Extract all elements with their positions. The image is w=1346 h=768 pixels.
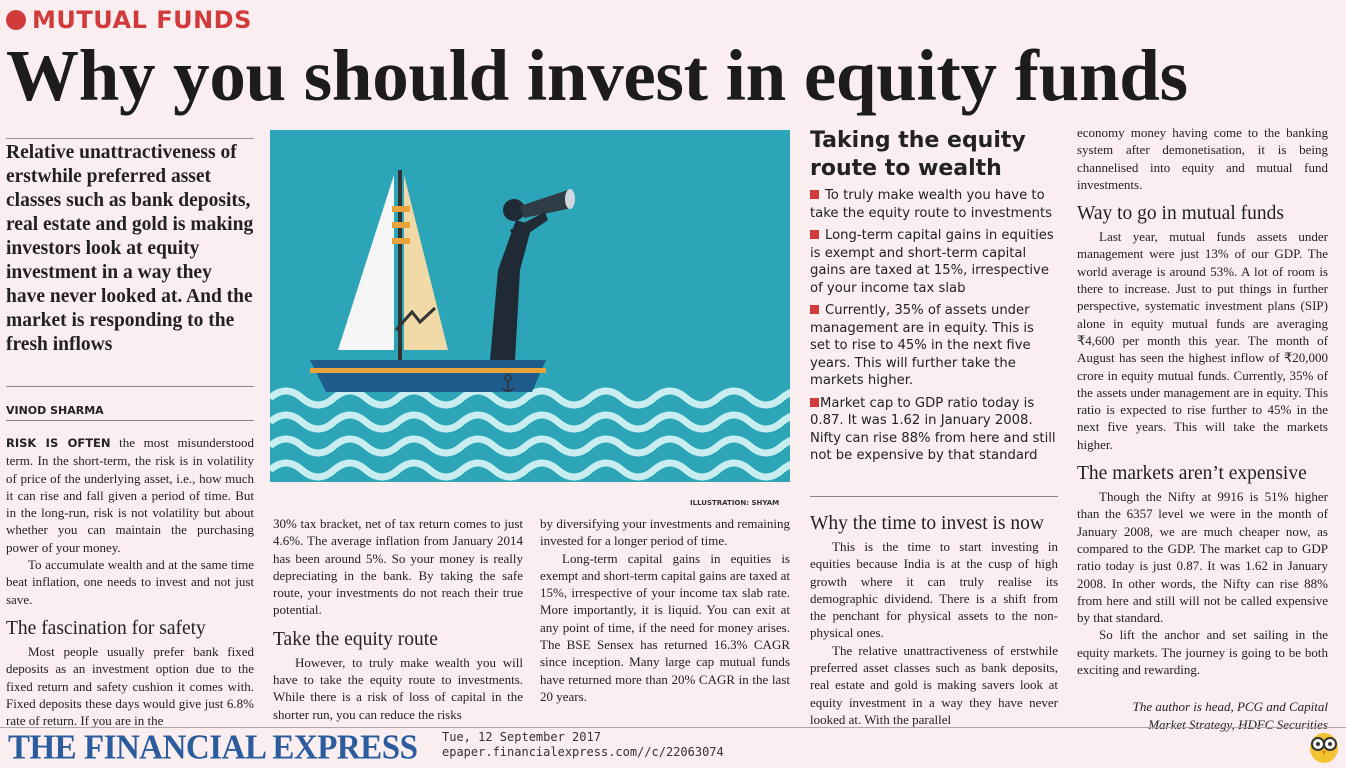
kicker-label: MUTUAL FUNDS bbox=[32, 6, 252, 34]
subheading: Why the time to invest is now bbox=[810, 513, 1044, 534]
red-square-bullet-icon bbox=[810, 397, 819, 407]
divider bbox=[6, 386, 254, 387]
divider bbox=[810, 496, 1058, 497]
column-3: by diversifying your investments and rem… bbox=[540, 515, 790, 705]
deck: Relative unattractiveness of erstwhile p… bbox=[6, 138, 254, 357]
edition-url[interactable]: epaper.financialexpress.com//c/22063074 bbox=[442, 745, 724, 759]
owl-icon[interactable] bbox=[1308, 728, 1340, 764]
paragraph: Most people usually prefer bank fixed de… bbox=[6, 643, 254, 729]
divider bbox=[6, 420, 254, 421]
paragraph: However, to truly make wealth you will h… bbox=[273, 654, 523, 722]
paragraph: economy money having come to the banking… bbox=[1077, 125, 1328, 192]
sailboat-illustration bbox=[270, 130, 790, 482]
sidebar-title: Taking the equity route to wealth bbox=[810, 128, 1026, 181]
column-4: Why the time to invest is now This is th… bbox=[810, 503, 1058, 728]
paragraph: Long-term capital gains in equities is e… bbox=[540, 550, 790, 704]
sidebar-item: To truly make wealth you have to take th… bbox=[810, 187, 1058, 222]
headline: Why you should invest in equity funds bbox=[6, 35, 1188, 116]
sidebar-item: Currently, 35% of assets under managemen… bbox=[810, 302, 1058, 390]
red-square-bullet-icon bbox=[810, 190, 819, 199]
subheading: The markets aren’t expensive bbox=[1077, 463, 1307, 485]
paragraph: To accumulate wealth and at the same tim… bbox=[6, 557, 254, 607]
paragraph: This is the time to start investing in e… bbox=[810, 539, 1058, 641]
sidebar-item-text: Long-term capital gains in equities is e… bbox=[810, 228, 1054, 296]
bullet-dot-icon bbox=[6, 10, 26, 30]
paragraph: RISK IS OFTEN the most misunderstood ter… bbox=[6, 434, 254, 556]
sidebar-item-text: Market cap to GDP ratio today is 0.87. I… bbox=[810, 395, 1056, 464]
column-5: economy money having come to the banking… bbox=[1077, 124, 1328, 733]
byline: VINOD SHARMA bbox=[6, 404, 104, 417]
red-square-bullet-icon bbox=[810, 230, 819, 239]
sidebar-item: Long-term capital gains in equities is e… bbox=[810, 227, 1058, 297]
masthead-logo: THE FINANCIAL EXPRESS bbox=[8, 729, 418, 767]
footer-divider bbox=[0, 727, 1346, 728]
subheading: The fascination for safety bbox=[6, 617, 206, 639]
lead-in: RISK IS OFTEN bbox=[6, 436, 111, 450]
edition-info: Tue, 12 September 2017 epaper.financiale… bbox=[442, 730, 724, 760]
paragraph: The relative unattractiveness of erstwhi… bbox=[810, 642, 1058, 727]
edition-date: Tue, 12 September 2017 bbox=[442, 730, 601, 744]
sidebar-item-text: To truly make wealth you have to take th… bbox=[810, 188, 1053, 221]
section-kicker: MUTUAL FUNDS bbox=[6, 6, 252, 34]
sidebar-item-text: Currently, 35% of assets under managemen… bbox=[810, 303, 1034, 388]
sidebar-item: Market cap to GDP ratio today is 0.87. I… bbox=[810, 395, 1058, 465]
paragraph: Though the Nifty at 9916 is 51% higher t… bbox=[1077, 489, 1328, 626]
sidebar-box: Taking the equity route to wealth To tru… bbox=[810, 127, 1058, 470]
paragraph: So lift the anchor and set sailing in th… bbox=[1077, 627, 1328, 678]
illustration-credit: ILLUSTRATION: SHYAM bbox=[690, 499, 780, 507]
paragraph-text: the most misunderstood term. In the shor… bbox=[6, 435, 255, 555]
paragraph: Last year, mutual funds assets under man… bbox=[1077, 229, 1328, 452]
subheading: Way to go in mutual funds bbox=[1077, 203, 1284, 225]
paragraph: by diversifying your investments and rem… bbox=[540, 516, 790, 549]
column-2: 30% tax bracket, net of tax return comes… bbox=[273, 515, 523, 723]
column-1: RISK IS OFTEN the most misunderstood ter… bbox=[6, 434, 254, 729]
anchor-icon bbox=[501, 374, 515, 392]
subheading: Take the equity route bbox=[273, 628, 438, 650]
red-square-bullet-icon bbox=[810, 305, 819, 314]
paragraph: 30% tax bracket, net of tax return comes… bbox=[273, 516, 523, 618]
sidebar-list: To truly make wealth you have to take th… bbox=[810, 187, 1058, 465]
